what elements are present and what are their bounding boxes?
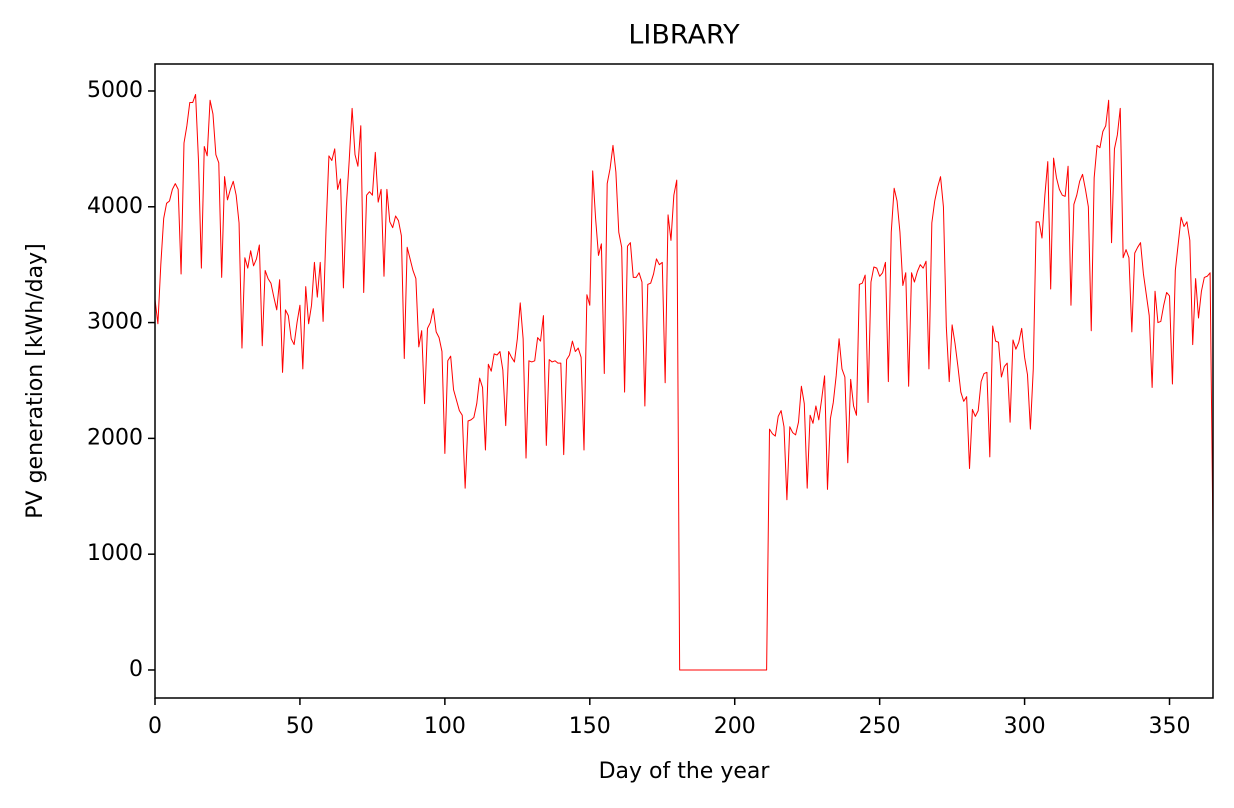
x-tick-label: 50 (286, 714, 314, 739)
y-tick-label: 2000 (87, 425, 143, 450)
data-line (154, 93, 1214, 671)
chart-title: LIBRARY (628, 20, 740, 51)
y-axis-label: PV generation [kWh/day] (23, 243, 48, 518)
y-tick-label: 3000 (87, 310, 143, 335)
y-tick-label: 5000 (87, 78, 143, 103)
x-tick-label: 350 (1149, 714, 1191, 739)
x-tick-label: 100 (424, 714, 466, 739)
y-tick-label: 4000 (87, 194, 143, 219)
x-tick-label: 0 (148, 714, 162, 739)
x-axis-label: Day of the year (599, 759, 771, 784)
x-tick-label: 150 (569, 714, 611, 739)
plot-frame (154, 63, 1214, 699)
x-tick-label: 250 (859, 714, 901, 739)
x-tick-label: 200 (714, 714, 756, 739)
y-tick-label: 1000 (87, 541, 143, 566)
x-tick-label: 300 (1004, 714, 1046, 739)
y-tick-label: 0 (129, 657, 143, 682)
